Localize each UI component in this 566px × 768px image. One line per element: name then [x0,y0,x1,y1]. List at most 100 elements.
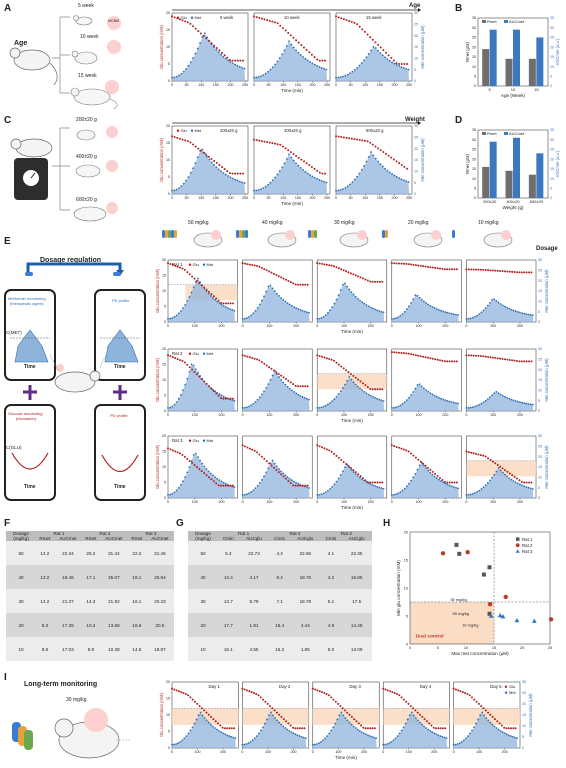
x-tick-label: 200 [227,83,233,87]
met-point [264,185,267,188]
glu-point [321,172,324,175]
glu-point [446,360,449,363]
met-point [265,471,268,474]
glu-point [379,149,382,152]
met-point [418,296,421,299]
met-point [352,725,355,728]
met-point [344,282,346,285]
x-axis-label: Time (min) [341,329,363,334]
met-point [175,188,178,191]
met-point [192,454,195,456]
met-point [431,393,434,396]
met-point [376,397,379,400]
met-point [356,385,359,388]
x-tick-label: 200 [391,83,397,87]
met-point [175,75,178,78]
y-tick-label: 0 [168,79,170,83]
met-point [453,401,455,404]
glu-point [484,355,487,358]
glu-point [289,34,292,37]
met-point [425,467,427,470]
met-area [254,41,328,81]
met-point [386,743,389,745]
glu-point [321,355,324,358]
glu-point [327,694,330,697]
glu-point [292,484,295,487]
table-cell: 4.1 [327,550,335,556]
table-cell: 17.5 [352,598,362,604]
met-point [339,474,342,476]
age-title: Age [14,40,27,47]
met-point [207,721,210,724]
met-point [222,395,225,398]
met-point [390,318,393,320]
met-point [258,396,261,399]
table-row: 30 14.2 21.37 14.3 21.92 16.1 20.33 [6,589,174,613]
table-cell: 20 [200,622,206,628]
glu-point [248,263,251,266]
legend-glu-marker [504,685,508,688]
glu-point [171,15,173,18]
x-tick-label: 100 [266,500,272,504]
legend-met: Met [207,438,215,443]
met-point [247,742,250,745]
met-point [456,743,459,745]
met-point [393,174,396,177]
legend-aucmet: AUCmet [509,131,525,136]
x-tick-label: 0 [167,324,169,328]
glu-point [280,715,283,718]
met-point [280,297,283,299]
bar-aucmet-15 [536,37,544,86]
glu-point [378,388,381,391]
x-tick-label: 100 [335,750,341,754]
x-axis-label: Time (min) [281,88,303,93]
x-tick-label: 100 [406,750,412,754]
met-point [260,299,263,302]
x-tick-label: 50 [349,196,353,200]
glu-point [274,21,277,24]
point-rat2 [440,551,446,556]
met-point [346,285,349,288]
met-point [372,45,375,48]
glu-point [260,17,263,20]
glu-point [417,264,420,267]
met-point [243,406,246,409]
x-tick-label: 0 [253,83,255,87]
met-point [391,173,394,175]
glu-point [424,464,427,467]
met-point [257,76,260,78]
glu-point [266,19,269,22]
glu-point [195,373,198,376]
glu-point [414,709,417,712]
met-point [519,401,521,404]
met-point [354,727,357,729]
dose-rat-icon [382,230,443,248]
glu-point [276,22,279,25]
met-point [325,181,328,184]
panel-label-b: B [455,3,463,14]
glu-point [361,382,364,385]
met-point [313,63,316,66]
table-f: Dosage (mg/kg) Rat 1 Rat 2 Rat 3 Rmet AUCmet R… [6,531,174,661]
glu-point [236,59,239,62]
phone-glucose [4,404,56,501]
met-point [473,726,475,729]
glu-point [248,447,251,450]
met-area [317,464,385,498]
met-point [229,60,232,63]
legend-aucmet: AUCmet [509,19,525,24]
glu-point [371,143,374,146]
met-point [177,312,180,315]
met-point [509,735,512,737]
met-point [212,297,214,299]
met-point [457,487,460,490]
met-point [191,726,194,729]
glu-point [452,687,455,690]
x-tick-label: 100 [266,413,272,417]
y-tick-label: 35 [472,16,476,20]
met-point [171,189,173,192]
glu-point [203,472,206,475]
dose-label-0: 50 mg/kg [188,220,209,226]
glu-point [499,465,502,468]
glu-point [400,696,403,699]
